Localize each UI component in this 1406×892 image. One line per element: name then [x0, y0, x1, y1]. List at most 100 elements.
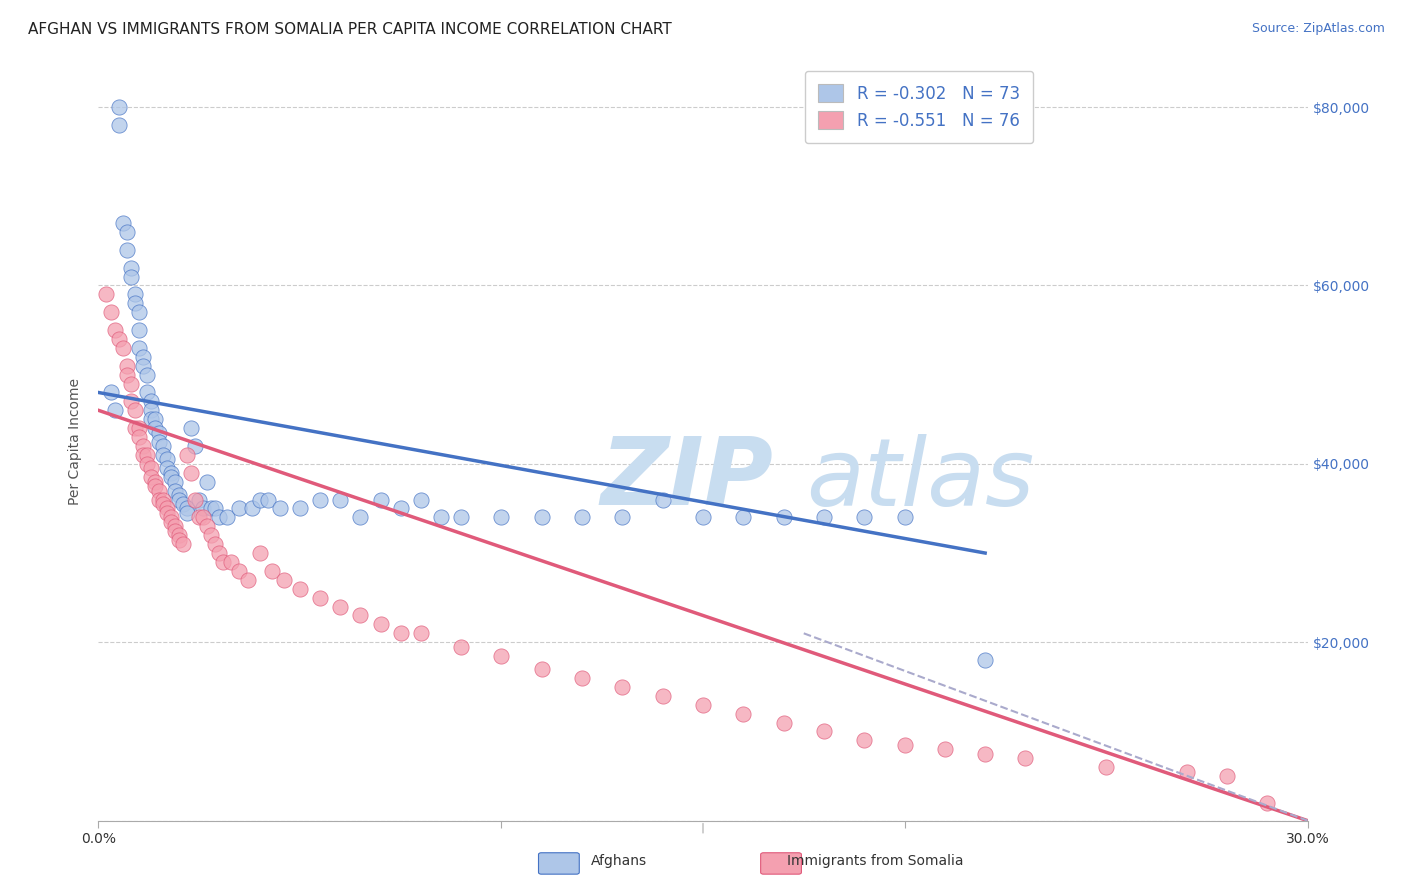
Point — [180, 466, 202, 480]
Point — [132, 448, 155, 462]
Point — [152, 497, 174, 511]
Point — [269, 501, 291, 516]
Text: AFGHAN VS IMMIGRANTS FROM SOMALIA PER CAPITA INCOME CORRELATION CHART: AFGHAN VS IMMIGRANTS FROM SOMALIA PER CA… — [28, 22, 672, 37]
Point — [450, 510, 472, 524]
Point — [139, 394, 162, 409]
Point — [124, 421, 146, 435]
Point — [772, 510, 794, 524]
Point — [128, 341, 150, 355]
Point — [221, 555, 243, 569]
Point — [733, 510, 755, 524]
Point — [139, 470, 162, 484]
Point — [193, 510, 215, 524]
Point — [111, 341, 134, 355]
Point — [692, 510, 714, 524]
Point — [309, 492, 332, 507]
Point — [156, 452, 179, 467]
Point — [143, 479, 166, 493]
Point — [120, 376, 142, 391]
Point — [124, 287, 146, 301]
Point — [853, 733, 876, 747]
Point — [132, 350, 155, 364]
Point — [530, 510, 553, 524]
Point — [167, 492, 190, 507]
Point — [309, 591, 332, 605]
Point — [100, 305, 122, 319]
Point — [450, 640, 472, 654]
Point — [249, 546, 271, 560]
Point — [530, 662, 553, 676]
Point — [152, 448, 174, 462]
Point — [193, 501, 215, 516]
Point — [103, 403, 125, 417]
Point — [389, 501, 412, 516]
Point — [200, 501, 222, 516]
Point — [370, 492, 392, 507]
Point — [156, 506, 179, 520]
Point — [692, 698, 714, 712]
Point — [288, 582, 311, 596]
Point — [195, 475, 218, 489]
Y-axis label: Per Capita Income: Per Capita Income — [69, 378, 83, 505]
Point — [132, 439, 155, 453]
Point — [124, 403, 146, 417]
Point — [176, 448, 198, 462]
Point — [139, 461, 162, 475]
Point — [148, 483, 170, 498]
Point — [167, 528, 190, 542]
Point — [200, 528, 222, 542]
Point — [163, 475, 186, 489]
Point — [370, 617, 392, 632]
Point — [228, 501, 250, 516]
Point — [1256, 796, 1278, 810]
Point — [160, 470, 183, 484]
Point — [120, 260, 142, 275]
Point — [167, 533, 190, 547]
Point — [128, 305, 150, 319]
Point — [208, 510, 231, 524]
Point — [893, 738, 915, 752]
Point — [135, 385, 157, 400]
Legend: R = -0.302   N = 73, R = -0.551   N = 76: R = -0.302 N = 73, R = -0.551 N = 76 — [806, 70, 1033, 143]
Point — [156, 461, 179, 475]
Point — [288, 501, 311, 516]
Point — [329, 599, 352, 614]
Point — [135, 368, 157, 382]
Point — [148, 492, 170, 507]
Point — [651, 689, 673, 703]
Point — [107, 100, 129, 114]
Point — [111, 216, 134, 230]
Point — [612, 680, 634, 694]
Point — [491, 510, 513, 524]
Point — [974, 747, 997, 761]
Point — [115, 225, 138, 239]
Point — [115, 359, 138, 373]
Point — [107, 118, 129, 132]
Point — [1216, 769, 1239, 783]
Point — [204, 537, 226, 551]
Point — [143, 412, 166, 426]
Point — [188, 510, 211, 524]
Text: ZIP: ZIP — [600, 434, 773, 525]
Point — [143, 421, 166, 435]
Point — [212, 555, 235, 569]
Point — [156, 501, 179, 516]
Point — [228, 564, 250, 578]
Point — [256, 492, 278, 507]
Point — [163, 524, 186, 538]
Text: Source: ZipAtlas.com: Source: ZipAtlas.com — [1251, 22, 1385, 36]
Point — [1014, 751, 1036, 765]
Point — [172, 497, 194, 511]
Point — [974, 653, 997, 667]
Point — [571, 671, 593, 685]
Point — [184, 492, 207, 507]
Point — [148, 434, 170, 449]
Point — [128, 421, 150, 435]
Point — [148, 425, 170, 440]
Point — [163, 483, 186, 498]
Point — [184, 439, 207, 453]
Point — [176, 506, 198, 520]
Point — [103, 323, 125, 337]
Point — [143, 475, 166, 489]
Point — [167, 488, 190, 502]
